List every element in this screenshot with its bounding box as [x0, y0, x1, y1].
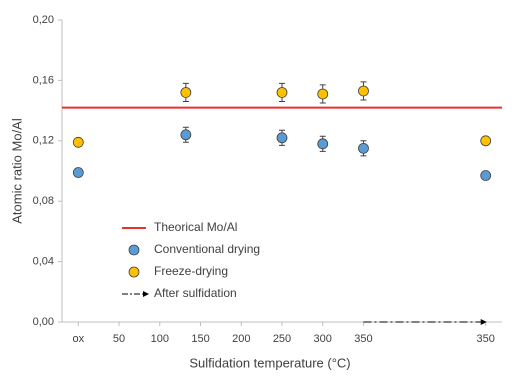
point: [276, 87, 288, 98]
legend-marker: [128, 266, 140, 278]
legend-label: After sulfidation: [154, 286, 237, 300]
x-tick-label: 100: [151, 333, 169, 345]
x-tick-label: 250: [273, 333, 291, 345]
point: [180, 87, 192, 98]
x-tick-label: ox: [72, 333, 84, 345]
legend-marker: [128, 244, 140, 256]
point: [480, 135, 492, 147]
y-tick-label: 0,08: [33, 195, 54, 207]
x-tick-label: 300: [314, 333, 332, 345]
legend-label: Theorical Mo/Al: [154, 220, 237, 234]
point: [276, 132, 288, 144]
x-tick-label: 350: [354, 333, 372, 345]
point: [358, 142, 369, 154]
point: [317, 138, 329, 150]
x-axis-label: Sulfidation temperature (°C): [189, 355, 350, 370]
x-tick-label: 200: [232, 333, 250, 345]
point: [72, 136, 84, 148]
y-axis-label: Atomic ratio Mo/Al: [9, 118, 24, 224]
legend-label: Freeze-drying: [154, 264, 228, 278]
point: [180, 129, 192, 141]
x-tick-label: 350: [477, 333, 495, 345]
point: [480, 170, 492, 181]
y-tick-label: 0,20: [33, 14, 54, 26]
point: [72, 167, 84, 178]
point: [317, 88, 329, 100]
y-tick-label: 0,04: [33, 256, 54, 268]
x-tick-label: 50: [113, 333, 125, 345]
x-tick-label: 150: [191, 333, 209, 345]
y-tick-label: 0,12: [33, 135, 54, 147]
point: [358, 85, 369, 97]
legend-label: Conventional drying: [154, 242, 260, 256]
y-tick-label: 0,16: [33, 74, 54, 86]
y-tick-label: 0,00: [33, 316, 54, 328]
